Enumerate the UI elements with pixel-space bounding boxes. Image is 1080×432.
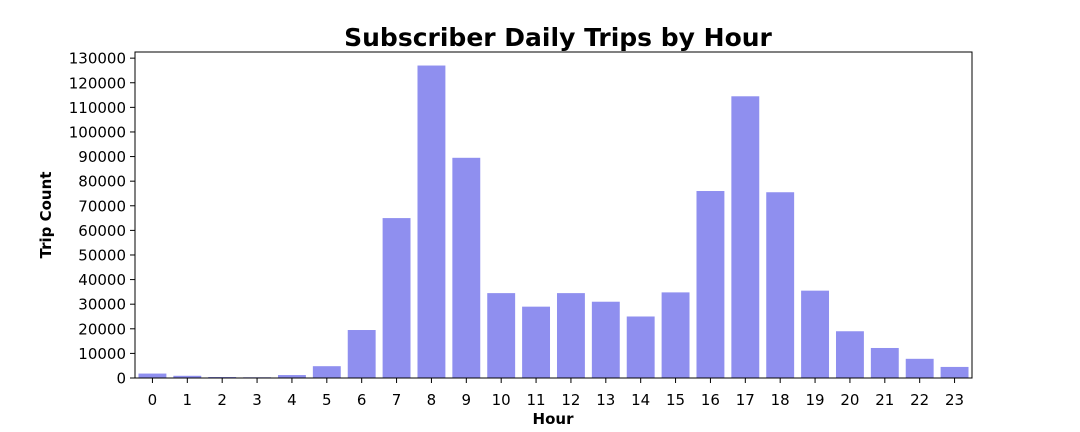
x-tick-label: 3 — [252, 391, 262, 409]
y-tick-label: 10000 — [78, 345, 126, 363]
bar-hour-5 — [312, 366, 341, 378]
x-tick-label: 13 — [596, 391, 615, 409]
y-tick-label: 60000 — [78, 222, 126, 240]
bar-hour-10 — [487, 293, 516, 378]
bar-hour-12 — [556, 293, 585, 378]
bar-hour-1 — [173, 375, 202, 378]
y-tick-label: 70000 — [78, 197, 126, 215]
bar-hour-0 — [138, 373, 167, 378]
bar-hour-19 — [801, 290, 830, 378]
x-tick-label: 18 — [771, 391, 790, 409]
y-tick-label: 90000 — [78, 148, 126, 166]
x-tick-label: 16 — [701, 391, 720, 409]
bar-hour-13 — [591, 301, 620, 378]
bar-hour-23 — [940, 366, 969, 378]
x-tick-label: 15 — [666, 391, 685, 409]
y-tick-label: 100000 — [69, 123, 126, 141]
y-axis: 0 10000 20000 30000 40000 50000 60000 70000 8000… — [69, 50, 135, 388]
x-tick-label: 1 — [183, 391, 193, 409]
x-tick-label: 7 — [392, 391, 402, 409]
bar-hour-6 — [347, 330, 376, 378]
bar-hour-16 — [696, 191, 725, 378]
bar-hour-22 — [905, 358, 934, 378]
bar-hour-7 — [382, 218, 411, 378]
x-tick-label: 0 — [148, 391, 158, 409]
y-tick-label: 110000 — [69, 99, 126, 117]
x-axis-title: Hour — [533, 410, 575, 428]
x-axis: 0 1 2 3 4 5 6 7 8 9 10 11 12 13 14 15 16 17 18 19 20 21 22 23 — [148, 378, 964, 409]
bar-hour-21 — [870, 347, 899, 378]
plot-frame — [134, 51, 973, 379]
x-tick-label: 12 — [561, 391, 580, 409]
y-tick-label: 80000 — [78, 173, 126, 191]
chart-title: Subscriber Daily Trips by Hour — [344, 23, 772, 52]
x-tick-label: 23 — [945, 391, 964, 409]
x-tick-label: 14 — [631, 391, 650, 409]
bars-group — [138, 65, 969, 378]
x-tick-label: 21 — [875, 391, 894, 409]
bar-hour-4 — [277, 375, 306, 378]
bar-hour-17 — [731, 96, 760, 378]
y-tick-label: 20000 — [78, 320, 126, 338]
bar-hour-20 — [835, 331, 864, 378]
bar-hour-9 — [452, 157, 481, 378]
x-tick-label: 2 — [217, 391, 227, 409]
x-tick-label: 11 — [527, 391, 546, 409]
x-tick-label: 22 — [910, 391, 929, 409]
y-tick-label: 30000 — [78, 296, 126, 314]
bar-hour-15 — [661, 292, 690, 378]
bar-hour-8 — [417, 65, 446, 378]
x-tick-label: 4 — [287, 391, 297, 409]
bar-hour-18 — [766, 192, 795, 378]
x-tick-label: 9 — [462, 391, 472, 409]
x-tick-label: 5 — [322, 391, 332, 409]
y-axis-title: Trip Count — [37, 172, 55, 259]
y-tick-label: 40000 — [78, 271, 126, 289]
x-tick-label: 10 — [492, 391, 511, 409]
y-tick-label: 130000 — [69, 50, 126, 68]
x-tick-label: 6 — [357, 391, 367, 409]
y-tick-label: 50000 — [78, 246, 126, 264]
x-tick-label: 17 — [736, 391, 755, 409]
bar-hour-11 — [522, 306, 551, 378]
x-tick-label: 8 — [427, 391, 437, 409]
x-tick-label: 20 — [840, 391, 859, 409]
x-tick-label: 19 — [806, 391, 825, 409]
y-tick-label: 120000 — [69, 74, 126, 92]
y-tick-label: 0 — [116, 370, 126, 388]
bar-hour-14 — [626, 316, 655, 378]
